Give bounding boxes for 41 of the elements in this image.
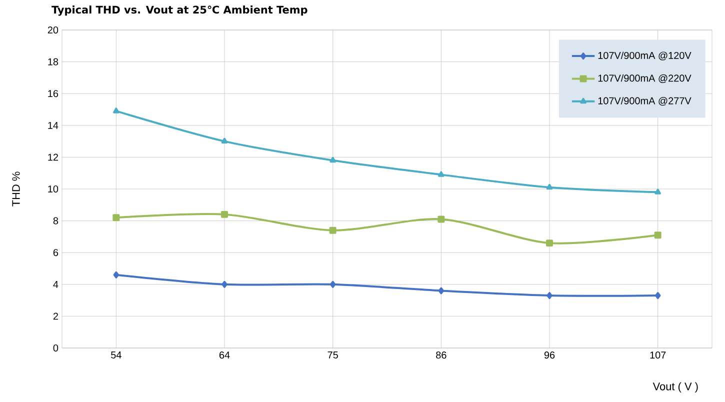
y-axis-title: THD %: [12, 172, 20, 206]
legend-label: 107V/900mA @277V: [598, 97, 692, 106]
x-tick-label: 107: [650, 352, 666, 359]
x-tick-label: 54: [111, 352, 122, 358]
point: [654, 188, 661, 194]
point: [113, 108, 120, 114]
legend-label: 107V/900mA @220V: [598, 74, 692, 83]
y-tick-label: 12: [48, 154, 58, 161]
legend-label: 107V/900mA @120V: [598, 52, 692, 60]
point: [438, 171, 444, 177]
x-tick-label: 86: [436, 352, 446, 359]
y-tick-label: 16: [48, 90, 58, 98]
x-tick-label: 64: [219, 352, 230, 359]
y-tick-label: 18: [48, 58, 58, 66]
point: [222, 280, 228, 288]
point: [329, 226, 336, 234]
x-tick-label: 75: [328, 352, 338, 358]
y-tick-label: 6: [53, 249, 58, 256]
y-tick-label: 4: [53, 280, 58, 288]
point: [546, 292, 552, 300]
point: [438, 287, 444, 294]
y-tick-label: 20: [48, 26, 58, 34]
y-tick-label: 8: [53, 217, 58, 224]
point: [546, 184, 553, 190]
point: [654, 232, 662, 239]
point: [654, 292, 661, 300]
x-axis-title: Vout ( V ): [652, 382, 698, 392]
y-tick-label: 10: [48, 185, 58, 193]
y-tick-label: 0: [53, 344, 58, 352]
x-tick-label: 96: [544, 352, 555, 359]
point: [546, 240, 553, 247]
chart-title: Typical THD vs. Vout at 25℃ Ambient Temp: [52, 6, 308, 16]
point: [330, 156, 336, 163]
point: [221, 210, 228, 218]
y-tick-label: 2: [53, 312, 58, 320]
point: [438, 216, 445, 223]
point: [330, 280, 336, 288]
point: [221, 138, 228, 144]
point: [112, 214, 120, 222]
y-tick-label: 14: [48, 122, 58, 129]
point: [113, 271, 120, 278]
